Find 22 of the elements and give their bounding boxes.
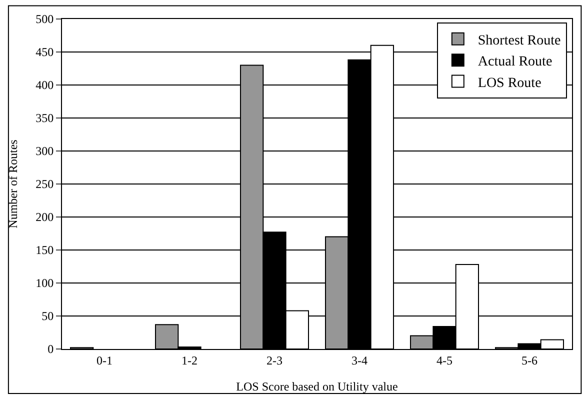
y-tick-label: 250 <box>36 177 54 192</box>
x-tick-label: 0-1 <box>96 353 112 368</box>
y-tick-label: 150 <box>36 243 54 258</box>
x-axis-title: LOS Score based on Utility value <box>236 379 398 394</box>
y-tick-label: 500 <box>36 12 54 26</box>
y-axis-title: Number of Routes <box>6 139 20 228</box>
x-tick-label: 2-3 <box>266 353 282 368</box>
y-tick-label: 200 <box>36 210 54 224</box>
y-tick-label: 400 <box>36 78 54 92</box>
y-tick-label: 350 <box>36 111 54 126</box>
x-tick-label: 4-5 <box>436 353 452 368</box>
y-tick-label: 50 <box>42 309 54 324</box>
x-tick-label: 3-4 <box>352 353 368 368</box>
y-tick-label: 300 <box>36 144 54 158</box>
y-tick-label: 450 <box>36 45 54 60</box>
x-tick-label: 1-2 <box>182 353 198 368</box>
x-tick-label: 5-6 <box>522 353 538 368</box>
legend-label: Shortest Route <box>478 33 561 48</box>
y-tick-label: 100 <box>36 276 54 290</box>
legend-label: Actual Route <box>478 54 552 70</box>
y-tick-label: 0 <box>48 342 54 356</box>
legend-label: LOS Route <box>478 76 542 91</box>
